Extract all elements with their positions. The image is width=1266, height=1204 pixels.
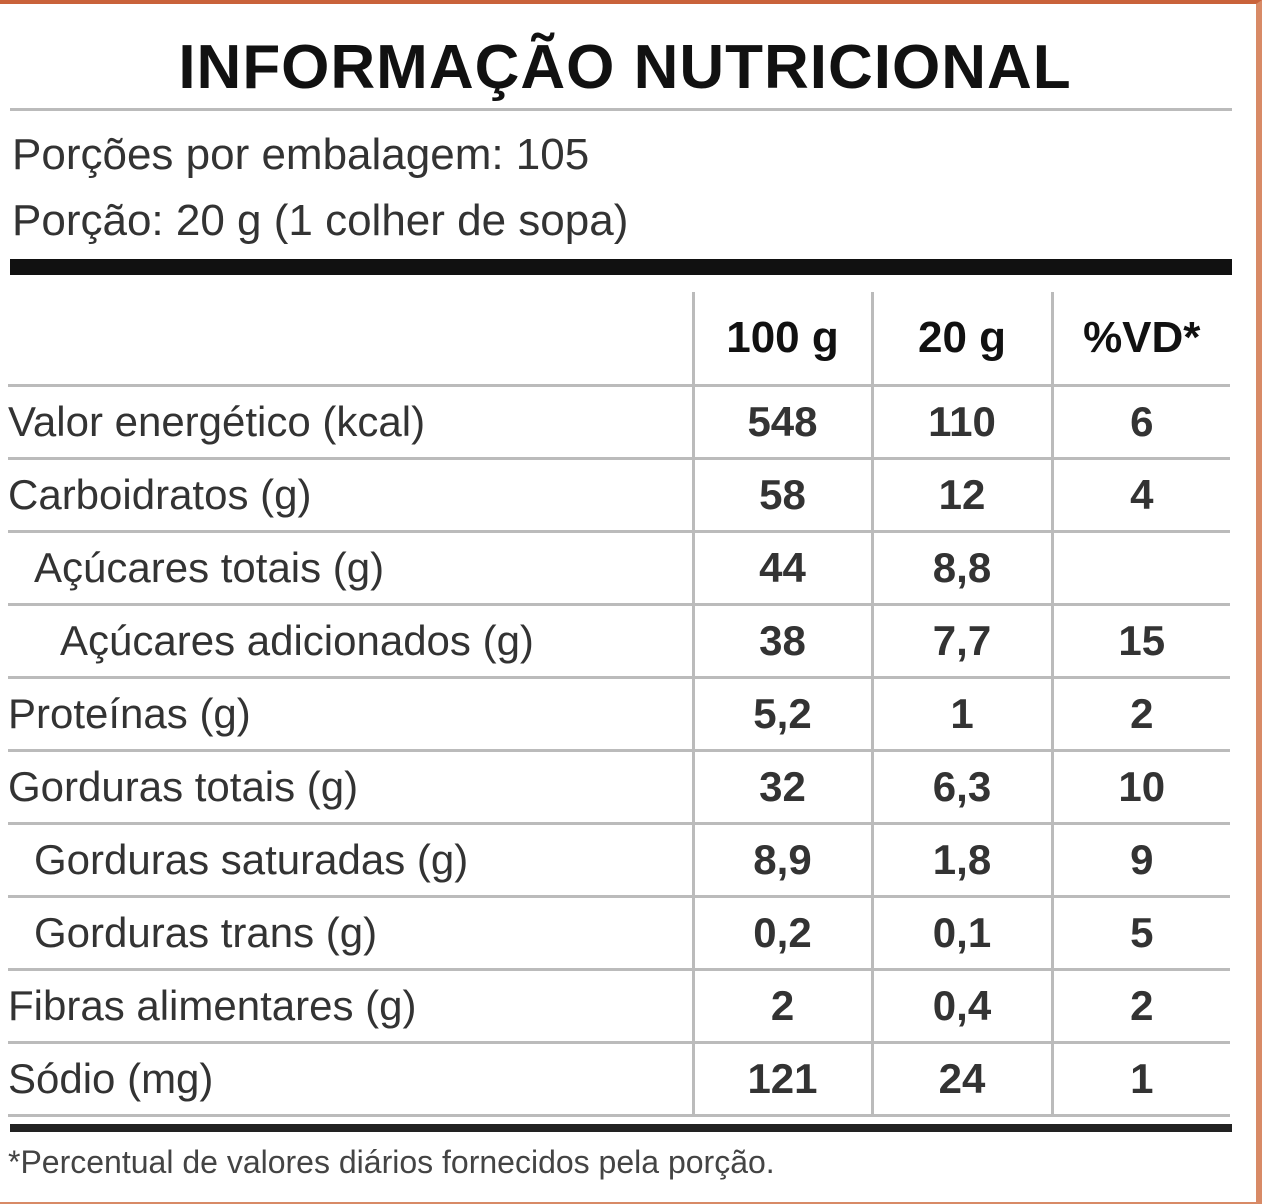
column-header: 20 g <box>870 292 1052 387</box>
portion: Porção: 20 g (1 colher de sopa) <box>12 196 629 245</box>
nutrient-value: 5 <box>1050 896 1230 971</box>
nutrient-row: Gorduras saturadas (g) 8,9 1,8 9 <box>8 823 1230 898</box>
nutrient-row: Sódio (mg) 121 24 1 <box>8 1042 1230 1117</box>
nutrient-value: 7,7 <box>870 604 1052 679</box>
nutrient-value: 8,8 <box>870 531 1052 606</box>
title: INFORMAÇÃO NUTRICIONAL <box>178 33 1072 102</box>
nutrient-value: 24 <box>870 1042 1052 1117</box>
nutrient-value: 15 <box>1050 604 1230 679</box>
header-row: 100 g 20 g %VD* <box>8 292 1230 387</box>
empty-cell <box>8 292 693 387</box>
nutrient-row: Valor energético (kcal) 548 110 6 <box>8 385 1230 460</box>
nutrition-table: 100 g 20 g %VD* Valor energético (kcal) 5… <box>8 292 1230 1117</box>
nutrient-value: 38 <box>691 604 872 679</box>
nutrient-row: Gorduras trans (g) 0,2 0,1 5 <box>8 896 1230 971</box>
column-header: 100 g <box>691 292 872 387</box>
nutrient-label: Fibras alimentares (g) <box>8 969 693 1044</box>
nutrient-row: Gorduras totais (g) 32 6,3 10 <box>8 750 1230 825</box>
table-body: 100 g 20 g %VD* Valor energético (kcal) 5… <box>8 292 1230 1117</box>
nutrient-value: 2 <box>691 969 872 1044</box>
nutrient-value: 6 <box>1050 385 1230 460</box>
column-header: %VD* <box>1050 292 1230 387</box>
nutrient-value: 8,9 <box>691 823 872 898</box>
nutrient-row: Açúcares totais (g) 44 8,8 <box>8 531 1230 606</box>
divider <box>10 108 1232 111</box>
nutrient-value: 0,2 <box>691 896 872 971</box>
servings: Porções por embalagem: 105 <box>12 130 590 179</box>
nutrient-value: 1 <box>870 677 1052 752</box>
nutrient-value: 2 <box>1050 677 1230 752</box>
nutrient-row: Açúcares adicionados (g) 38 7,7 15 <box>8 604 1230 679</box>
nutrient-label: Sódio (mg) <box>8 1042 693 1117</box>
nutrient-value: 9 <box>1050 823 1230 898</box>
nutrient-label: Gorduras trans (g) <box>8 896 693 971</box>
nutrient-value: 10 <box>1050 750 1230 825</box>
nutrient-label: Valor energético (kcal) <box>8 385 693 460</box>
thick-divider <box>10 259 1232 275</box>
nutrient-label: Açúcares totais (g) <box>8 531 693 606</box>
nutrient-label: Açúcares adicionados (g) <box>8 604 693 679</box>
nutrient-row: Proteínas (g) 5,2 1 2 <box>8 677 1230 752</box>
bottom-divider <box>10 1124 1232 1132</box>
nutrient-value: 121 <box>691 1042 872 1117</box>
nutrient-label: Gorduras saturadas (g) <box>8 823 693 898</box>
nutrient-value: 1 <box>1050 1042 1230 1117</box>
nutrient-row: Carboidratos (g) 58 12 4 <box>8 458 1230 533</box>
nutrient-value: 4 <box>1050 458 1230 533</box>
nutrient-row: Fibras alimentares (g) 2 0,4 2 <box>8 969 1230 1044</box>
nutrient-value: 44 <box>691 531 872 606</box>
nutrient-value <box>1050 531 1230 606</box>
nutrient-value: 1,8 <box>870 823 1052 898</box>
nutrient-value: 0,4 <box>870 969 1052 1044</box>
nutrient-value: 0,1 <box>870 896 1052 971</box>
nutrient-value: 5,2 <box>691 677 872 752</box>
nutrient-label: Carboidratos (g) <box>8 458 693 533</box>
nutrient-label: Gorduras totais (g) <box>8 750 693 825</box>
nutrient-value: 32 <box>691 750 872 825</box>
nutrient-value: 58 <box>691 458 872 533</box>
nutrient-value: 6,3 <box>870 750 1052 825</box>
nutrient-value: 548 <box>691 385 872 460</box>
nutrient-value: 110 <box>870 385 1052 460</box>
nutrient-value: 2 <box>1050 969 1230 1044</box>
footnote: *Percentual de valores diários fornecido… <box>8 1144 775 1180</box>
nutrient-label: Proteínas (g) <box>8 677 693 752</box>
nutrient-value: 12 <box>870 458 1052 533</box>
